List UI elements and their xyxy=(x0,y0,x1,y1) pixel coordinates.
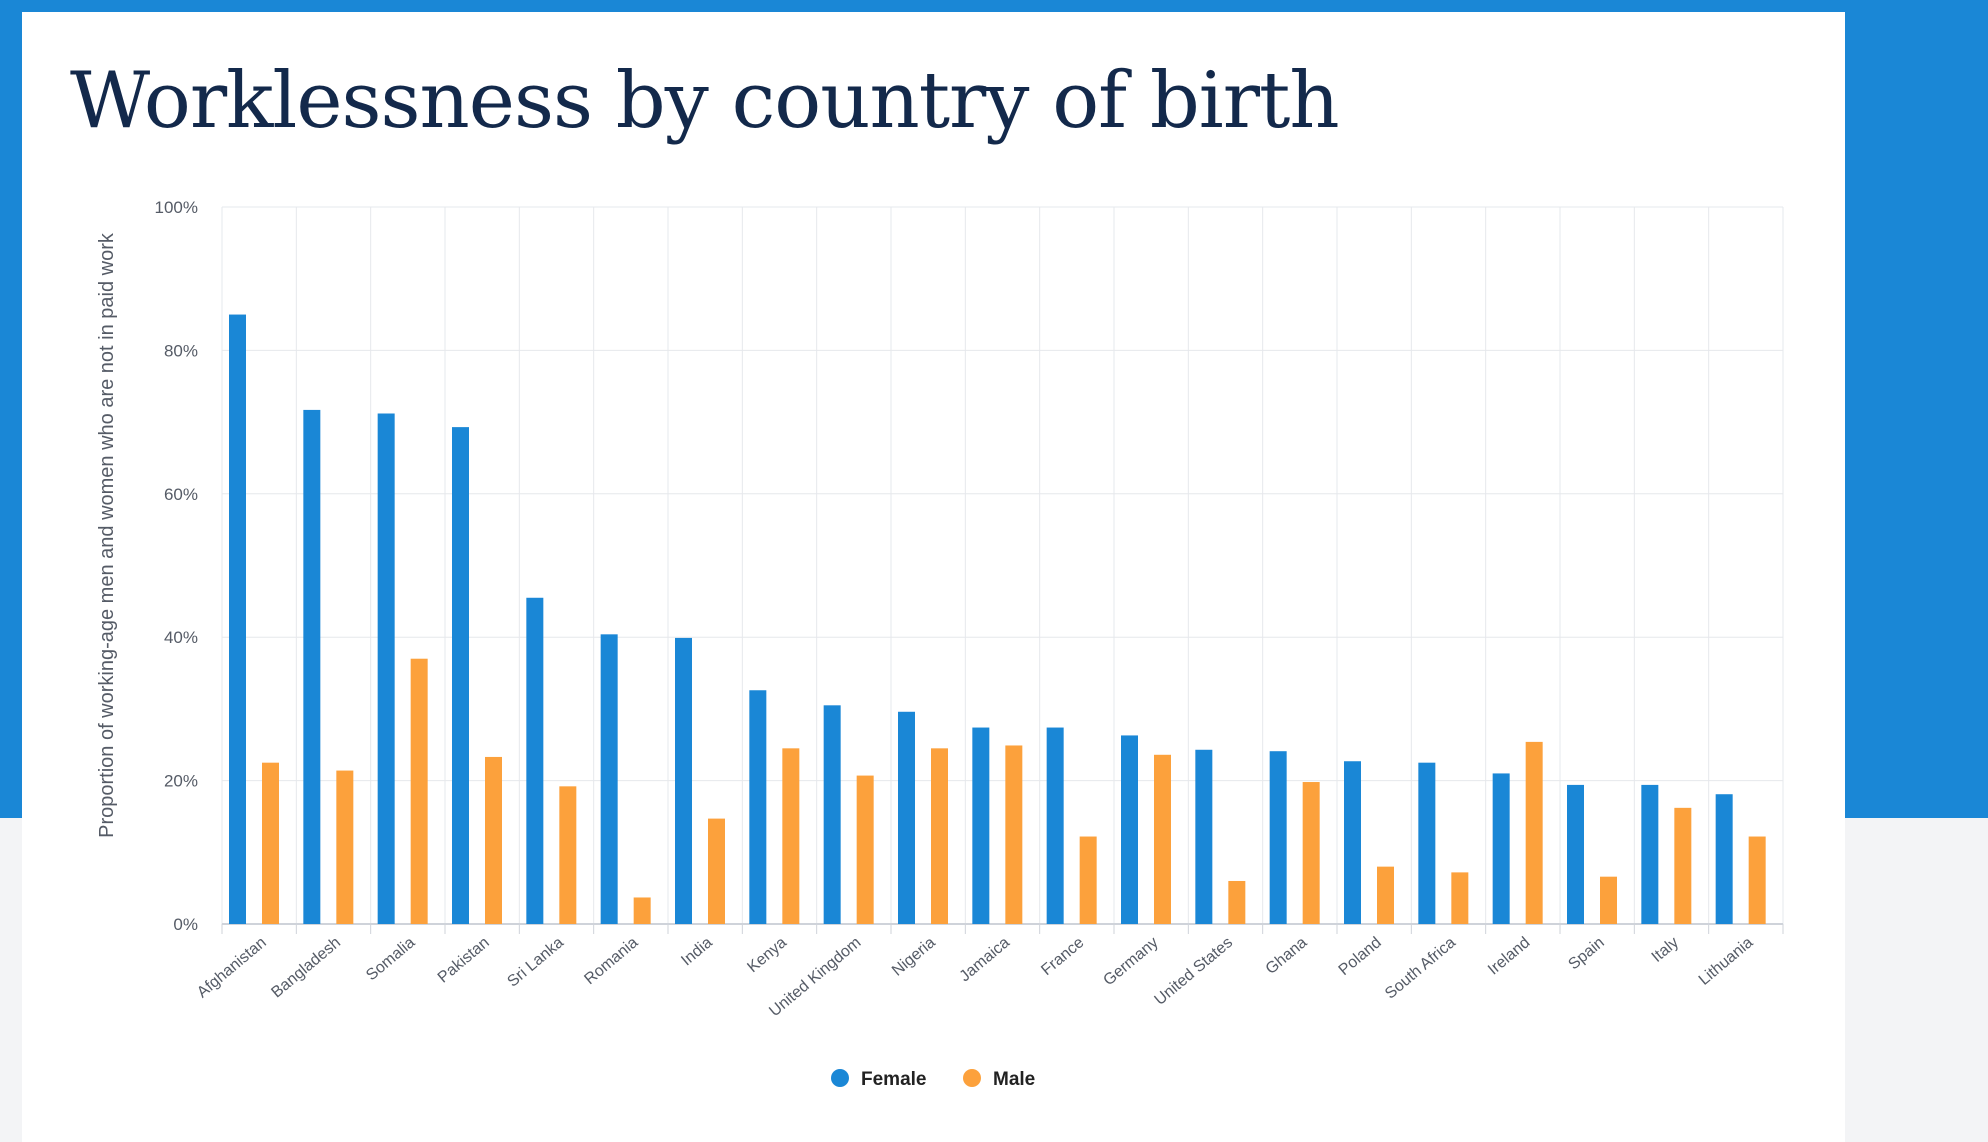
bar-male-united-kingdom xyxy=(856,775,874,924)
x-tick-label: Sri Lanka xyxy=(504,934,567,991)
x-tick-label: Nigeria xyxy=(889,934,939,980)
bar-female-united-kingdom xyxy=(823,705,841,924)
bar-female-germany xyxy=(1121,735,1138,924)
grid xyxy=(221,206,1784,934)
x-tick-label: Italy xyxy=(1649,934,1682,966)
x-tick-label: South Africa xyxy=(1382,934,1459,1003)
bar-male-france xyxy=(1079,836,1097,924)
bar-female-south-africa xyxy=(1418,762,1436,924)
bar-female-romania xyxy=(600,634,618,924)
bar-female-sri-lanka xyxy=(526,597,544,924)
x-tick-label: Kenya xyxy=(744,934,790,976)
x-tick-label: Germany xyxy=(1100,934,1161,989)
x-tick-label: United States xyxy=(1152,934,1237,1009)
bar-male-somalia xyxy=(410,658,428,924)
x-tick-label: India xyxy=(678,934,716,969)
bar-female-united-states xyxy=(1195,749,1213,924)
bar-female-lithuania xyxy=(1715,794,1733,924)
bar-female-somalia xyxy=(377,413,395,924)
x-tick-label: Lithuania xyxy=(1696,934,1757,989)
bar-female-bangladesh xyxy=(303,409,321,924)
bar-male-india xyxy=(708,818,725,924)
x-tick-label: Romania xyxy=(581,934,641,988)
bar-male-south-africa xyxy=(1451,872,1469,924)
bar-male-afghanistan xyxy=(262,762,279,924)
x-tick-label: Ireland xyxy=(1485,934,1533,978)
y-axis-ticks: 0% 20% 40% 60% 80% 100% xyxy=(155,198,198,934)
y-axis-label: Proportion of working-age men and women … xyxy=(96,232,118,838)
legend-swatch-male xyxy=(963,1069,981,1087)
x-tick-label: Spain xyxy=(1565,934,1607,973)
x-tick-label: Somalia xyxy=(363,934,418,984)
bar-female-pakistan xyxy=(452,427,469,924)
y-tick-label: 0% xyxy=(173,915,198,934)
legend-label-male[interactable]: Male xyxy=(993,1069,1035,1090)
x-tick-label: Poland xyxy=(1336,934,1385,979)
bar-female-poland xyxy=(1344,761,1361,924)
bar-male-spain xyxy=(1600,876,1617,924)
bar-male-lithuania xyxy=(1748,836,1766,924)
bar-male-united-states xyxy=(1228,880,1246,924)
bar-male-jamaica xyxy=(1005,745,1023,924)
bar-female-afghanistan xyxy=(229,314,246,924)
bar-male-kenya xyxy=(782,748,800,924)
bar-male-sri-lanka xyxy=(559,786,577,924)
x-tick-label: Afghanistan xyxy=(194,934,270,1001)
bar-male-bangladesh xyxy=(336,770,354,924)
legend-swatch-female xyxy=(831,1069,849,1087)
bars xyxy=(229,314,1766,924)
y-tick-label: 60% xyxy=(164,485,198,504)
bar-female-india xyxy=(675,637,692,924)
y-tick-label: 80% xyxy=(164,341,198,360)
bar-female-italy xyxy=(1641,784,1659,924)
bar-female-ireland xyxy=(1492,773,1510,924)
bar-female-kenya xyxy=(749,690,767,924)
bar-male-poland xyxy=(1377,866,1394,924)
bar-female-spain xyxy=(1567,784,1584,924)
bar-male-italy xyxy=(1674,807,1692,924)
x-tick-label: Jamaica xyxy=(957,934,1014,985)
y-tick-label: 40% xyxy=(164,628,198,647)
page-title: Worklessness by country of birth xyxy=(70,56,1340,146)
bar-female-jamaica xyxy=(972,727,990,924)
chart-card: Worklessness by country of birth xyxy=(22,12,1845,1142)
x-tick-label: Pakistan xyxy=(435,934,493,986)
legend: Female Male xyxy=(831,1069,1035,1090)
bar-female-ghana xyxy=(1269,751,1287,924)
bar-female-france xyxy=(1046,727,1064,924)
bar-male-romania xyxy=(633,897,651,924)
legend-label-female[interactable]: Female xyxy=(861,1069,926,1090)
y-tick-label: 20% xyxy=(164,772,198,791)
bar-male-germany xyxy=(1154,754,1171,924)
x-tick-label: Ghana xyxy=(1263,934,1311,978)
x-tick-label: France xyxy=(1038,934,1087,979)
bar-male-ireland xyxy=(1525,741,1543,924)
bar-male-pakistan xyxy=(485,756,502,924)
bar-female-nigeria xyxy=(898,711,915,924)
bar-male-ghana xyxy=(1302,782,1320,924)
bar-male-nigeria xyxy=(931,748,948,924)
y-tick-label: 100% xyxy=(155,198,198,217)
x-tick-label: Bangladesh xyxy=(268,934,344,1001)
